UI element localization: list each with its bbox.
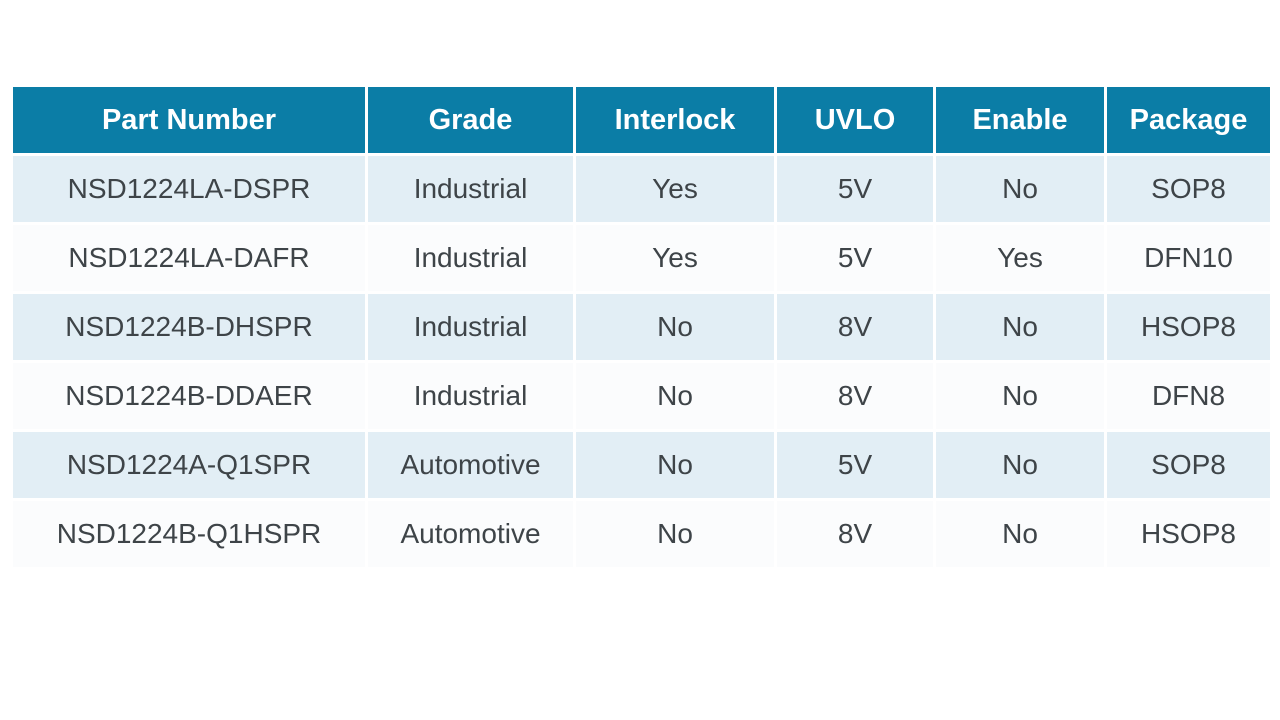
table-cell: No [933,291,1107,363]
table-cell: Industrial [365,153,576,225]
header-cell: Part Number [10,84,368,156]
header-cell: Enable [933,84,1107,156]
table-cell: HSOP8 [1104,498,1273,570]
table-cell: Yes [573,222,777,294]
table-cell: No [573,291,777,363]
table-cell: SOP8 [1104,429,1273,501]
table-cell: Industrial [365,360,576,432]
table-cell: 8V [774,291,936,363]
header-cell: UVLO [774,84,936,156]
table-cell: NSD1224LA-DSPR [10,153,368,225]
table-cell: 8V [774,360,936,432]
table-cell: Yes [933,222,1107,294]
table-cell: No [933,429,1107,501]
table-cell: No [573,429,777,501]
table-row: NSD1224B-DHSPR Industrial No 8V No HSOP8 [10,291,1273,363]
header-row: Part Number Grade Interlock UVLO Enable Packa… [10,84,1273,156]
table-cell: NSD1224B-DHSPR [10,291,368,363]
table-row: NSD1224LA-DSPR Industrial Yes 5V No SOP8 [10,153,1273,225]
table-row: NSD1224B-DDAER Industrial No 8V No DFN8 [10,360,1273,432]
table-row: NSD1224B-Q1HSPR Automotive No 8V No HSOP8 [10,498,1273,570]
table-cell: DFN8 [1104,360,1273,432]
table-cell: Industrial [365,291,576,363]
table-row: NSD1224A-Q1SPR Automotive No 5V No SOP8 [10,429,1273,501]
table-cell: NSD1224A-Q1SPR [10,429,368,501]
table-row: NSD1224LA-DAFR Industrial Yes 5V Yes DFN10 [10,222,1273,294]
table-header: Part Number Grade Interlock UVLO Enable Packa… [10,84,1273,156]
header-cell: Grade [365,84,576,156]
table-cell: No [933,360,1107,432]
table-cell: 5V [774,153,936,225]
header-cell: Package [1104,84,1273,156]
table-cell: 5V [774,429,936,501]
parts-selection-table: Part Number Grade Interlock UVLO Enable Packa… [10,84,1273,570]
table-cell: No [933,498,1107,570]
table-cell: Yes [573,153,777,225]
table-cell: No [573,498,777,570]
table-cell: 5V [774,222,936,294]
table-cell: Automotive [365,429,576,501]
table-cell: Industrial [365,222,576,294]
table-cell: NSD1224B-Q1HSPR [10,498,368,570]
table-cell: NSD1224LA-DAFR [10,222,368,294]
table-body: NSD1224LA-DSPR Industrial Yes 5V No SOP8 NSD12… [10,153,1273,570]
header-cell: Interlock [573,84,777,156]
table-cell: 8V [774,498,936,570]
table-cell: DFN10 [1104,222,1273,294]
table-cell: NSD1224B-DDAER [10,360,368,432]
table-cell: SOP8 [1104,153,1273,225]
table-cell: No [933,153,1107,225]
table-cell: Automotive [365,498,576,570]
table-cell: No [573,360,777,432]
table-cell: HSOP8 [1104,291,1273,363]
